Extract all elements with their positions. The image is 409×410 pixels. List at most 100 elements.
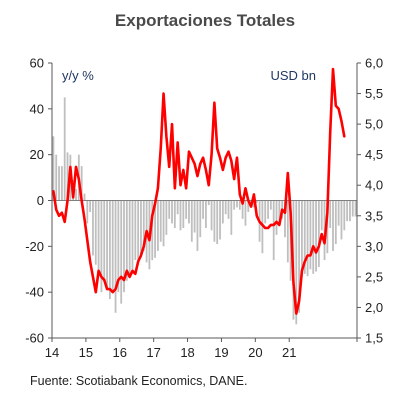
axes: -60 -40 -20 0 20 40 60 1,5 2,0 2,5 3,0 3,5 4,0 4,5 5,0…: [25, 56, 383, 361]
left-tick-label: -20: [25, 239, 44, 254]
right-tick-label: 2,0: [365, 300, 383, 315]
bar: [312, 200, 315, 274]
right-tick-label: 4,0: [365, 178, 383, 193]
bar: [267, 200, 269, 219]
bar: [272, 200, 275, 261]
line-path: [52, 67, 346, 315]
bar: [114, 200, 117, 313]
bar: [125, 200, 128, 281]
bar-series-yy: [52, 97, 357, 325]
bar: [182, 200, 185, 228]
bar: [210, 200, 213, 231]
bar: [236, 200, 238, 208]
bar: [58, 166, 60, 201]
right-axis-label: USD bn: [270, 68, 316, 83]
bar: [83, 193, 86, 201]
bar: [340, 200, 343, 240]
bar: [75, 189, 77, 201]
bar: [66, 152, 69, 201]
bar: [219, 200, 221, 240]
bar: [100, 200, 103, 293]
bar: [337, 200, 340, 226]
bar: [176, 200, 179, 215]
bar: [202, 200, 204, 219]
bar: [224, 200, 227, 215]
right-tick-label: 3,5: [365, 208, 383, 223]
left-tick-label: 20: [30, 147, 44, 162]
bar: [60, 166, 63, 201]
bar: [173, 200, 176, 228]
bar: [286, 200, 289, 263]
bar: [309, 200, 312, 270]
bar: [351, 200, 354, 217]
bar: [221, 200, 224, 224]
right-tick-label: 4,5: [365, 147, 383, 162]
bar: [154, 200, 156, 258]
bar: [94, 200, 97, 265]
bar: [165, 200, 168, 235]
x-tick-label: 14: [45, 345, 59, 360]
bar: [241, 200, 244, 219]
x-tick-label: 17: [146, 345, 160, 360]
bar: [264, 200, 267, 224]
bar: [329, 200, 332, 228]
bar: [157, 200, 159, 251]
right-tick-label: 5,0: [365, 117, 383, 132]
bar: [134, 200, 137, 261]
bar: [227, 200, 230, 219]
bar: [52, 136, 55, 201]
bar: [247, 200, 250, 212]
right-tick-label: 3,0: [365, 239, 383, 254]
bar: [238, 200, 241, 210]
bar: [190, 200, 193, 242]
bar: [106, 200, 108, 288]
bar: [185, 200, 188, 219]
bar: [97, 200, 100, 277]
bar: [298, 200, 301, 313]
bar: [188, 200, 190, 224]
right-tick-label: 5,5: [365, 86, 383, 101]
bar: [334, 200, 337, 245]
bar: [317, 200, 320, 267]
bar: [349, 200, 351, 222]
left-tick-label: 60: [30, 56, 44, 71]
left-tick-label: 40: [30, 101, 44, 116]
source-note: Fuente: Scotiabank Economics, DANE.: [30, 374, 247, 388]
bar: [128, 200, 131, 277]
bar: [193, 200, 196, 233]
left-tick-label: 0: [37, 193, 44, 208]
bar: [179, 200, 182, 231]
line-series-usd: [52, 67, 346, 315]
left-tick-label: -40: [25, 285, 44, 300]
bar: [131, 200, 134, 270]
bar: [111, 200, 114, 293]
bar: [269, 200, 272, 210]
bar: [346, 200, 349, 222]
x-tick-label: 16: [113, 345, 127, 360]
bar: [55, 154, 58, 201]
bar: [89, 200, 92, 212]
bar: [196, 200, 199, 251]
chart-title: Exportaciones Totales: [115, 11, 295, 30]
right-tick-label: 1,5: [365, 331, 383, 346]
bar: [315, 200, 317, 272]
bar: [162, 200, 165, 247]
bar: [301, 200, 303, 277]
x-tick-label: 20: [248, 345, 262, 360]
bar: [117, 200, 120, 293]
bar: [151, 200, 154, 261]
left-tick-label: -60: [25, 331, 44, 346]
right-tick-label: 2,5: [365, 269, 383, 284]
bar: [123, 200, 125, 293]
x-tick-label: 19: [214, 345, 228, 360]
bar: [233, 200, 236, 210]
bar: [213, 200, 216, 242]
bar: [86, 200, 89, 224]
bar: [295, 200, 298, 325]
bar: [284, 200, 286, 238]
bar: [137, 200, 140, 265]
bar: [343, 200, 346, 231]
bar: [278, 200, 281, 222]
bar: [103, 200, 106, 281]
